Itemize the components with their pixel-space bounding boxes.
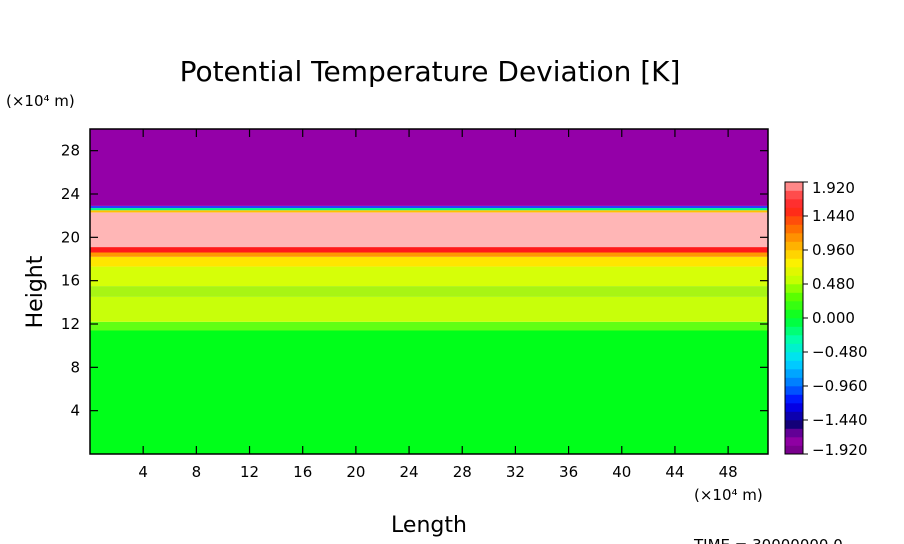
colorbar-step	[785, 199, 803, 208]
x-tick-label: 40	[612, 463, 631, 481]
colorbar-step	[785, 428, 803, 438]
heatmap-layer	[90, 247, 768, 253]
y-tick-label: 16	[61, 272, 80, 290]
heatmap-layer	[90, 212, 768, 248]
x-tick-label: 12	[240, 463, 259, 481]
colorbar-step	[785, 377, 803, 387]
colorbar-label: −1.920	[812, 441, 868, 459]
x-axis: 4 8 12 16 20 24 28 32 36 40 44 48	[138, 129, 738, 481]
colorbar-step	[785, 216, 803, 225]
colorbar-step	[785, 326, 803, 336]
heatmap-layer	[90, 266, 768, 287]
x-tick-label: 28	[453, 463, 472, 481]
colorbar-labels: 1.920 1.440 0.960 0.480 0.000 −0.480 −0.960 −1.…	[803, 179, 868, 459]
x-tick-label: 44	[665, 463, 684, 481]
colorbar-step	[785, 445, 803, 455]
y-tick-label: 24	[61, 185, 80, 203]
heatmap-layer	[90, 256, 768, 267]
x-tick-label: 48	[719, 463, 738, 481]
plot-frame	[89, 128, 769, 455]
colorbar-step	[785, 360, 803, 370]
colorbar-step	[785, 207, 803, 217]
y-tick-label: 28	[61, 142, 80, 160]
y-axis: 4 8 12 16 20 24 28	[61, 142, 768, 420]
heatmap-layer	[90, 296, 768, 322]
y-tick-label: 8	[70, 358, 80, 376]
heatmap-layers	[90, 129, 768, 454]
x-tick-label: 36	[559, 463, 578, 481]
colorbar-step	[785, 258, 803, 268]
heatmap-layer	[90, 286, 768, 297]
colorbar-step	[785, 224, 803, 234]
colorbar-step	[785, 437, 803, 446]
y-axis-label: Height	[23, 255, 48, 328]
x-tick-label: 32	[506, 463, 525, 481]
colorbar-label: 1.920	[812, 179, 855, 197]
y-tick-label: 12	[61, 315, 80, 333]
colorbar-step	[785, 190, 803, 200]
colorbar-label: −0.480	[812, 343, 868, 361]
time-label: TIME = 30000000.0	[693, 536, 843, 544]
colorbar-step	[785, 241, 803, 251]
colorbar-step	[785, 386, 803, 395]
colorbar-step	[785, 275, 803, 285]
heatmap-layer	[90, 321, 768, 331]
colorbar-label: −0.960	[812, 377, 868, 395]
plot-area	[90, 129, 768, 454]
chart-title: Potential Temperature Deviation [K]	[180, 55, 681, 88]
colorbar-label: 0.000	[812, 309, 855, 327]
colorbar-label: 0.960	[812, 241, 855, 259]
colorbar-step	[785, 369, 803, 378]
colorbar-step	[785, 411, 803, 421]
x-tick-label: 20	[346, 463, 365, 481]
heatmap-layer	[90, 208, 768, 211]
heatmap-layer	[90, 129, 768, 206]
colorbar-step	[785, 394, 803, 404]
heatmap-layer	[90, 205, 768, 209]
colorbar-step	[785, 182, 803, 191]
colorbar-step	[785, 284, 803, 293]
colorbar-step	[785, 250, 803, 259]
y-tick-label: 20	[61, 228, 80, 246]
x-tick-label: 24	[400, 463, 419, 481]
heatmap-layer	[90, 210, 768, 213]
colorbar-step	[785, 335, 803, 344]
y-unit-label: (×10⁴ m)	[6, 92, 75, 110]
colorbar-step	[785, 292, 803, 302]
colorbar-step	[785, 352, 803, 361]
x-tick-label: 8	[192, 463, 202, 481]
x-tick-label: 4	[138, 463, 148, 481]
colorbar-step	[785, 318, 803, 327]
y-tick-label: 4	[70, 402, 80, 420]
x-tick-label: 16	[293, 463, 312, 481]
colorbar-steps	[785, 182, 803, 455]
x-axis-label: Length	[391, 513, 467, 538]
heatmap-layer	[90, 252, 768, 257]
colorbar-step	[785, 233, 803, 242]
colorbar-step	[785, 309, 803, 319]
colorbar-label: −1.440	[812, 411, 868, 429]
colorbar-label: 1.440	[812, 207, 855, 225]
colorbar-step	[785, 301, 803, 310]
colorbar-step	[785, 267, 803, 276]
x-unit-label: (×10⁴ m)	[694, 486, 763, 504]
colorbar-step	[785, 403, 803, 412]
colorbar-step	[785, 420, 803, 429]
colorbar-label: 0.480	[812, 275, 855, 293]
colorbar: 1.920 1.440 0.960 0.480 0.000 −0.480 −0.960 −1.…	[784, 179, 868, 459]
heatmap-layer	[90, 330, 768, 454]
colorbar-step	[785, 343, 803, 353]
